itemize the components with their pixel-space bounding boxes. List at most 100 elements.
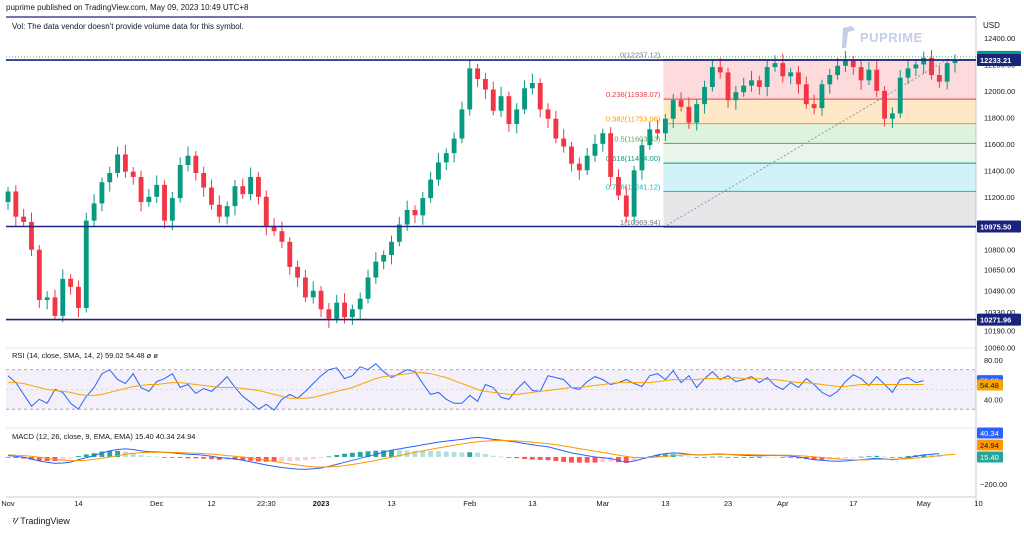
candle-body bbox=[357, 298, 363, 310]
currency-label: USD bbox=[983, 21, 1000, 30]
candle-body bbox=[107, 172, 113, 183]
macd-histogram-bar bbox=[678, 455, 684, 457]
macd-value-box bbox=[977, 439, 1003, 451]
publish-header: puprime published on TradingView.com, Ma… bbox=[6, 3, 249, 12]
candle-body bbox=[921, 57, 927, 65]
macd-histogram-bar bbox=[819, 456, 825, 460]
rsi-tick-label: 80.00 bbox=[984, 356, 1003, 365]
macd-histogram-bar bbox=[232, 456, 238, 460]
macd-histogram-bar bbox=[99, 451, 105, 457]
macd-histogram-bar bbox=[506, 456, 512, 458]
macd-histogram-bar bbox=[921, 454, 927, 457]
macd-value-label: 15.40 bbox=[980, 453, 999, 462]
macd-histogram-bar bbox=[318, 456, 324, 458]
candle-body bbox=[60, 278, 66, 316]
macd-histogram-bar bbox=[874, 455, 880, 457]
candle-body bbox=[827, 75, 833, 85]
candle-body bbox=[608, 133, 614, 177]
candle-body bbox=[529, 82, 535, 89]
macd-histogram-bar bbox=[342, 453, 347, 457]
fib-level-label: 0.5(11603.53) bbox=[614, 134, 661, 143]
candle-body bbox=[138, 176, 144, 203]
candle-body bbox=[913, 64, 919, 69]
candle-body bbox=[21, 216, 27, 222]
candle-body bbox=[68, 278, 74, 287]
macd-histogram-bar bbox=[68, 456, 74, 459]
macd-histogram-bar bbox=[185, 456, 191, 459]
candle-body bbox=[287, 241, 293, 267]
candle-body bbox=[389, 241, 394, 256]
macd-histogram-bar bbox=[279, 456, 285, 462]
candle-body bbox=[576, 163, 582, 171]
macd-histogram-bar bbox=[44, 456, 50, 461]
macd-histogram-bar bbox=[381, 450, 387, 457]
candle-body bbox=[952, 60, 958, 64]
macd-histogram-bar bbox=[91, 453, 97, 457]
time-tick-label: Mar bbox=[596, 499, 609, 508]
macd-histogram-bar bbox=[349, 452, 355, 457]
candle-body bbox=[13, 191, 19, 217]
macd-histogram-bar bbox=[764, 456, 770, 458]
price-tick-label: 10060.00 bbox=[984, 344, 1015, 353]
candle-body bbox=[271, 225, 277, 232]
candle-body bbox=[482, 78, 488, 90]
candle-body bbox=[295, 266, 301, 278]
price-label-box bbox=[977, 220, 1021, 233]
macd-histogram-bar bbox=[725, 456, 731, 458]
macd-histogram-bar bbox=[843, 456, 848, 459]
candle-body bbox=[443, 153, 449, 163]
macd-histogram-bar bbox=[498, 456, 504, 458]
macd-histogram-bar bbox=[209, 456, 214, 460]
macd-histogram-bar bbox=[600, 456, 606, 463]
candle-body bbox=[162, 184, 167, 221]
candle-body bbox=[522, 88, 527, 110]
macd-histogram-bar bbox=[326, 456, 332, 458]
macd-histogram-bar bbox=[882, 456, 887, 458]
macd-histogram-bar bbox=[655, 454, 661, 457]
candle-body bbox=[741, 85, 747, 93]
macd-histogram-bar bbox=[193, 456, 199, 459]
macd-histogram-bar bbox=[866, 456, 872, 458]
candle-body bbox=[436, 162, 441, 180]
candle-body bbox=[201, 172, 207, 188]
candle-body bbox=[224, 206, 230, 217]
time-tick-label: Dec bbox=[150, 499, 164, 508]
macd-histogram-bar bbox=[138, 455, 144, 457]
candle-body bbox=[193, 155, 199, 173]
macd-histogram-bar bbox=[310, 456, 316, 460]
macd-histogram-bar bbox=[576, 456, 582, 463]
macd-histogram-bar bbox=[428, 451, 434, 457]
candle-body bbox=[655, 129, 661, 134]
macd-histogram-bar bbox=[905, 456, 911, 457]
macd-histogram-bar bbox=[271, 456, 277, 462]
candle-body bbox=[709, 67, 715, 87]
candle-body bbox=[498, 96, 504, 111]
macd-histogram-bar bbox=[631, 456, 637, 461]
candle-body bbox=[545, 109, 551, 119]
volume-note: Vol: The data vendor doesn't provide vol… bbox=[12, 22, 244, 31]
candle-body bbox=[811, 104, 817, 109]
candle-body bbox=[756, 80, 762, 87]
price-tick-label: 11800.00 bbox=[984, 113, 1015, 122]
candle-body bbox=[725, 72, 731, 101]
candle-body bbox=[553, 118, 559, 139]
macd-histogram-bar bbox=[788, 456, 794, 458]
macd-histogram-bar bbox=[741, 456, 747, 458]
macd-histogram-bar bbox=[76, 456, 81, 457]
rsi-title: RSI (14, close, SMA, 14, 2) 59.02 54.48 … bbox=[12, 351, 158, 360]
price-tick-label: 10330.00 bbox=[984, 308, 1015, 317]
price-label-value: 10975.50 bbox=[980, 222, 1011, 231]
footer-text: TradingView bbox=[20, 516, 70, 526]
macd-histogram-bar bbox=[717, 456, 723, 458]
candle-body bbox=[83, 220, 89, 308]
macd-histogram-bar bbox=[584, 456, 590, 463]
macd-histogram-bar bbox=[796, 456, 801, 459]
candle-body bbox=[475, 68, 481, 79]
macd-histogram-bar bbox=[858, 456, 864, 458]
macd-histogram-bar bbox=[443, 451, 449, 457]
candle-body bbox=[514, 109, 520, 124]
candle-body bbox=[122, 154, 128, 172]
candle-body bbox=[263, 196, 269, 226]
candle-body bbox=[99, 182, 105, 204]
